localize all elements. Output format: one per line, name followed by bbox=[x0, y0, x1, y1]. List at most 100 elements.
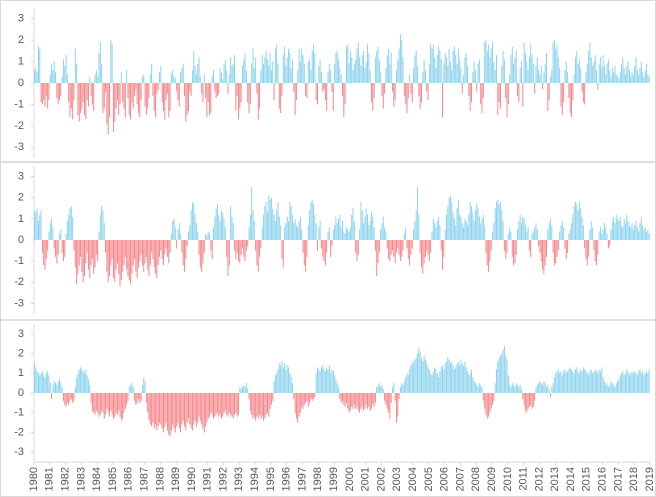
bar bbox=[139, 393, 141, 403]
bar bbox=[464, 361, 466, 393]
bar bbox=[156, 393, 158, 431]
bar bbox=[118, 393, 120, 411]
bar bbox=[444, 53, 446, 83]
x-tick-label: 2003 bbox=[391, 467, 403, 491]
bar bbox=[568, 369, 570, 393]
bar bbox=[172, 70, 174, 83]
bar bbox=[439, 225, 441, 240]
bar bbox=[388, 48, 390, 83]
bar bbox=[452, 365, 454, 393]
bar bbox=[340, 227, 342, 240]
bar bbox=[535, 65, 537, 83]
bar bbox=[323, 369, 325, 393]
bar bbox=[76, 63, 78, 83]
bar bbox=[355, 393, 357, 409]
bar bbox=[369, 393, 371, 411]
bar bbox=[134, 240, 136, 260]
bar bbox=[456, 63, 458, 83]
bar bbox=[213, 227, 214, 240]
y-tick-label: 0 bbox=[18, 77, 24, 89]
bar bbox=[190, 393, 192, 429]
bar bbox=[136, 240, 138, 279]
bar bbox=[597, 373, 599, 393]
bar bbox=[43, 83, 45, 101]
bar bbox=[427, 367, 429, 393]
bar bbox=[594, 369, 596, 393]
bar bbox=[57, 381, 59, 393]
bar bbox=[376, 50, 378, 83]
bar bbox=[561, 220, 563, 240]
bar bbox=[639, 68, 641, 83]
bar bbox=[60, 383, 62, 393]
bar bbox=[310, 70, 312, 83]
bar bbox=[72, 216, 74, 240]
bar bbox=[87, 83, 89, 107]
bar bbox=[574, 57, 576, 83]
bar bbox=[169, 83, 171, 111]
bar bbox=[264, 206, 266, 240]
bar bbox=[610, 76, 612, 83]
bar bbox=[185, 83, 187, 122]
bar bbox=[618, 220, 620, 240]
bar bbox=[640, 373, 642, 393]
bar bbox=[118, 240, 120, 274]
bar bbox=[319, 59, 321, 83]
bar bbox=[297, 393, 299, 423]
bar bbox=[367, 44, 368, 83]
bar bbox=[377, 46, 379, 83]
bar bbox=[449, 195, 451, 240]
bar bbox=[101, 63, 103, 83]
bar bbox=[77, 373, 79, 393]
bar bbox=[430, 373, 432, 393]
bar bbox=[592, 65, 594, 83]
bar bbox=[592, 373, 594, 393]
bar bbox=[194, 65, 196, 83]
bar bbox=[584, 369, 586, 393]
bar bbox=[74, 387, 76, 393]
bar bbox=[44, 83, 46, 107]
bar bbox=[585, 72, 587, 83]
bar bbox=[542, 240, 544, 270]
bar bbox=[318, 227, 320, 240]
bar bbox=[64, 65, 66, 83]
y-tick-label: 0 bbox=[18, 387, 24, 399]
bar bbox=[484, 393, 486, 409]
bar bbox=[59, 83, 60, 101]
bar bbox=[169, 393, 171, 437]
bar bbox=[259, 393, 261, 415]
bar bbox=[149, 240, 151, 266]
bar bbox=[427, 83, 429, 101]
bar bbox=[443, 369, 445, 393]
bar bbox=[124, 393, 126, 409]
bar bbox=[530, 240, 532, 257]
bar bbox=[411, 83, 413, 103]
bar bbox=[105, 240, 107, 253]
bar bbox=[245, 70, 247, 83]
bar bbox=[506, 359, 508, 393]
bar bbox=[202, 393, 204, 429]
bar bbox=[270, 70, 272, 83]
bar bbox=[152, 240, 154, 260]
bar bbox=[603, 223, 605, 240]
bar bbox=[201, 83, 203, 94]
bar bbox=[453, 369, 455, 393]
bar bbox=[238, 393, 240, 415]
bar bbox=[41, 240, 43, 253]
bar bbox=[35, 367, 37, 393]
bar bbox=[477, 63, 479, 83]
bar bbox=[299, 393, 301, 413]
bar bbox=[417, 65, 419, 83]
bar bbox=[128, 387, 130, 393]
bar bbox=[77, 240, 79, 274]
bar bbox=[486, 50, 488, 83]
bar bbox=[445, 361, 447, 393]
bar bbox=[98, 53, 100, 83]
bar bbox=[589, 371, 591, 393]
bar bbox=[422, 240, 424, 274]
bar bbox=[102, 83, 104, 113]
bar bbox=[247, 83, 249, 103]
bar bbox=[527, 70, 529, 83]
bar bbox=[428, 63, 430, 83]
bar bbox=[98, 231, 100, 240]
bar bbox=[434, 367, 436, 393]
